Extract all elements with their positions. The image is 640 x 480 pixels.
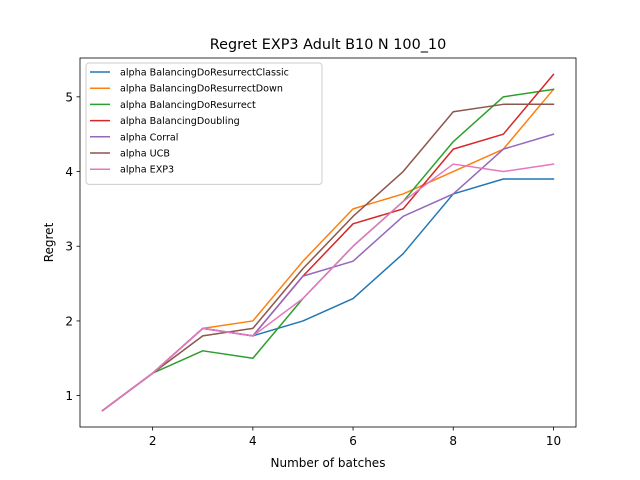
x-tick-label: 10: [546, 434, 561, 448]
series-line-7: [101, 163, 555, 412]
y-tick-label: 5: [65, 90, 73, 104]
x-axis: 2 4 6 8 10: [149, 427, 561, 448]
y-axis-label: Regret: [42, 222, 56, 262]
x-tick-label: 8: [449, 434, 457, 448]
x-tick-label: 6: [349, 434, 357, 448]
legend-label-4: alpha BalancingDoubling: [120, 116, 240, 127]
x-axis-label: Number of batches: [271, 456, 386, 470]
x-tick-label: 2: [149, 434, 157, 448]
legend-label-1: alpha BalancingDoResurrectClassic: [120, 68, 289, 79]
chart-title: Regret EXP3 Adult B10 N 100_10: [210, 37, 447, 53]
y-axis: 1 2 3 4 5: [65, 90, 80, 403]
legend-label-2: alpha BalancingDoResurrectDown: [120, 84, 283, 95]
legend: alpha BalancingDoResurrectClassic alpha B…: [85, 62, 323, 185]
y-tick-label: 3: [65, 240, 73, 254]
y-tick-label: 4: [65, 165, 73, 179]
y-tick-label: 1: [65, 389, 73, 403]
legend-box: [85, 62, 323, 185]
series-line-6: [101, 103, 555, 412]
series-layer: [101, 73, 555, 412]
legend-label-5: alpha Corral: [120, 132, 178, 143]
legend-label-7: alpha EXP3: [120, 165, 174, 176]
legend-label-3: alpha BalancingDoResurrect: [120, 100, 256, 111]
plot-frame: [79, 57, 577, 428]
legend-label-6: alpha UCB: [120, 149, 170, 160]
y-tick-label: 2: [65, 314, 73, 328]
x-tick-label: 4: [249, 434, 257, 448]
